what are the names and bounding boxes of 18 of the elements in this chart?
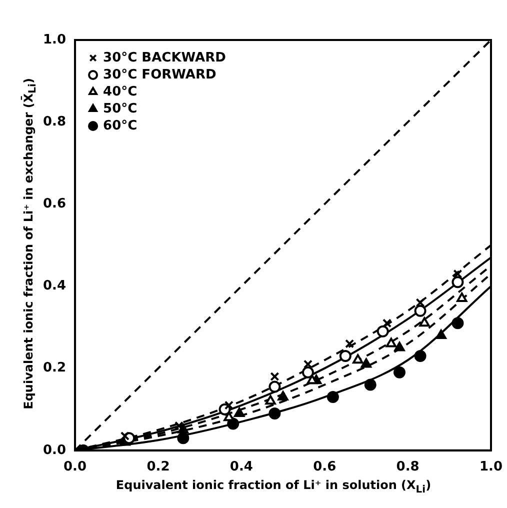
legend-label: 60°C <box>103 118 138 134</box>
legend-label: 30°C BACKWARD <box>103 50 226 66</box>
legend-label: 40°C <box>103 84 138 100</box>
legend-label: 50°C <box>103 101 138 116</box>
y-tick-label: 0.8 <box>43 114 66 130</box>
x-tick-label: 0.4 <box>230 460 253 475</box>
x-tick-label: 0.2 <box>146 460 170 475</box>
x-tick-label: 0.6 <box>313 460 336 475</box>
legend-label: 30°C FORWARD <box>103 67 216 82</box>
y-tick-label: 0.0 <box>43 442 66 458</box>
y-tick-label: 0.2 <box>43 360 66 376</box>
y-tick-label: 1.0 <box>43 32 66 48</box>
y-tick-label: 0.6 <box>43 196 66 212</box>
y-tick-label: 0.4 <box>43 278 66 294</box>
x-axis-title: Equivalent ionic fraction of Li⁺ in solution (X$_{Li}$) <box>114 478 432 496</box>
x-tick-label: 0.8 <box>396 460 420 475</box>
x-tick-label: 1.0 <box>479 460 503 475</box>
x-tick-label: 0.0 <box>64 460 87 475</box>
